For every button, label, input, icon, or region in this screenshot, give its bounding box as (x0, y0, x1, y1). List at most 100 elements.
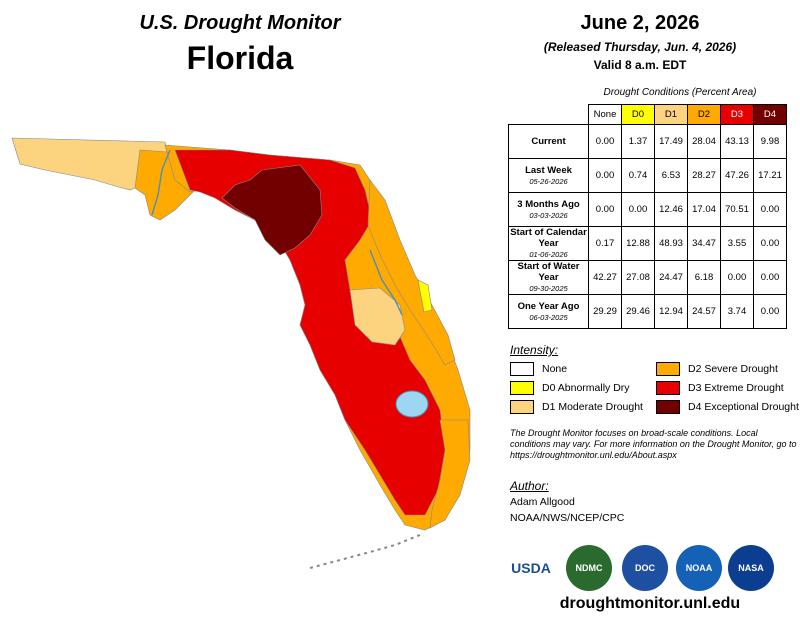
row-label-text: Current (531, 136, 566, 147)
table-header-row: None D0 D1 D2 D3 D4 (509, 104, 787, 125)
table-cell: 12.94 (654, 294, 688, 329)
row-date: 06-03-2025 (529, 312, 568, 322)
legend-item: None (510, 362, 567, 376)
row-label-text: Last Week (525, 164, 572, 176)
usda-logo: USDA (508, 545, 554, 591)
row-date: 09-30-2025 (529, 284, 568, 293)
south-d2-region (429, 419, 471, 529)
state-title: Florida (186, 40, 294, 76)
d4-exceptional-region (221, 164, 323, 256)
table-cell: 0.00 (753, 226, 787, 261)
release-date: (Released Thursday, Jun. 4, 2026) (543, 40, 737, 54)
table-cell: 0.74 (621, 158, 655, 193)
florida-drought-map (11, 137, 471, 569)
col-header: D0 (621, 104, 655, 125)
author-title: Author: (510, 479, 549, 493)
row-label: Current (508, 124, 589, 159)
row-label: 3 Months Ago 03-03-2026 (508, 192, 589, 227)
river (151, 149, 171, 216)
table-cell: 3.55 (720, 226, 754, 261)
table-cell: 0.00 (753, 294, 787, 329)
table-cell: 0.00 (588, 124, 622, 159)
legend-label: D2 Severe Drought (688, 363, 778, 375)
table-cell: 0.00 (720, 260, 754, 295)
col-header: D3 (720, 104, 754, 125)
info-note: The Drought Monitor focuses on broad-sca… (510, 428, 797, 460)
row-label: One Year Ago 06-03-2025 (508, 294, 589, 329)
legend-item: D2 Severe Drought (656, 362, 778, 376)
legend-label: D3 Extreme Drought (688, 382, 784, 394)
table-cell: 12.46 (654, 192, 688, 227)
noaa-logo: NOAA (676, 545, 722, 591)
table-cell: 0.17 (588, 226, 622, 261)
river (369, 249, 403, 316)
table-cell: 43.13 (720, 124, 754, 159)
legend-label: D0 Abnormally Dry (542, 382, 630, 394)
table-row: Start of Water Year 09-30-2025 42.27 27.08 2… (508, 260, 787, 295)
legend-item: D0 Abnormally Dry (510, 381, 630, 395)
table-cell: 6.53 (654, 158, 688, 193)
legend-swatch (510, 362, 534, 376)
row-label-text: Start of Water Year (517, 261, 580, 283)
table-cell: 9.98 (753, 124, 787, 159)
row-date: 03-03-2026 (529, 210, 568, 220)
conditions-title: Drought Conditions (Percent Area) (603, 87, 757, 98)
table-row: Start of Calendar Year 01-06-2026 0.17 12.8… (508, 226, 787, 261)
table-cell: 12.88 (621, 226, 655, 261)
table-cell: 47.26 (720, 158, 754, 193)
row-label: Start of Water Year 09-30-2025 (508, 260, 589, 295)
legend-swatch (510, 381, 534, 395)
legend-item: D4 Exceptional Drought (656, 400, 799, 414)
table-cell: 0.00 (753, 260, 787, 295)
legend-swatch (656, 381, 680, 395)
col-header: D1 (654, 104, 688, 125)
central-d1-region (349, 287, 406, 346)
legend-swatch (656, 362, 680, 376)
nasa-logo: NASA (728, 545, 774, 591)
row-label: Last Week 05-26-2026 (508, 158, 589, 193)
table-row: Last Week 05-26-2026 0.00 0.74 6.53 28.27 47.2… (508, 158, 787, 193)
table-cell: 17.04 (687, 192, 721, 227)
row-date: 05-26-2026 (529, 176, 568, 186)
florida-keys (309, 534, 421, 569)
col-header: D4 (753, 104, 787, 125)
conditions-table: None D0 D1 D2 D3 D4 Current 0.00 1.37 17.49… (508, 104, 787, 329)
table-cell: 29.46 (621, 294, 655, 329)
footer-url[interactable]: droughtmonitor.unl.edu (559, 595, 741, 612)
table-corner (509, 105, 589, 125)
row-label: Start of Calendar Year 01-06-2026 (508, 226, 589, 261)
table-cell: 48.93 (654, 226, 688, 261)
legend-label: D1 Moderate Drought (542, 401, 643, 413)
col-header: D2 (687, 104, 721, 125)
legend-label: None (542, 363, 568, 375)
author-org: NOAA/NWS/NCEP/CPC (510, 512, 625, 524)
table-cell: 28.04 (687, 124, 721, 159)
legend-swatch (656, 400, 680, 414)
table-cell: 0.00 (588, 192, 622, 227)
table-cell: 17.21 (753, 158, 787, 193)
table-cell: 0.00 (753, 192, 787, 227)
table-cell: 0.00 (621, 192, 655, 227)
map-date: June 2, 2026 (580, 12, 700, 34)
table-row: One Year Ago 06-03-2025 29.29 29.46 12.94 24.… (508, 294, 787, 329)
row-label-text: One Year Ago (517, 300, 580, 312)
table-cell: 24.47 (654, 260, 688, 295)
east-coast-d0-region (417, 279, 433, 313)
table-row: Current 0.00 1.37 17.49 28.04 43.13 9.98 (508, 124, 787, 159)
table-cell: 29.29 (588, 294, 622, 329)
table-row: 3 Months Ago 03-03-2026 0.00 0.00 12.46 17.04… (508, 192, 787, 227)
valid-time: Valid 8 a.m. EDT (593, 58, 687, 72)
legend-swatch (510, 400, 534, 414)
table-cell: 70.51 (720, 192, 754, 227)
table-cell: 27.08 (621, 260, 655, 295)
author-name: Adam Allgood (510, 496, 575, 508)
row-label-text: Start of Calendar Year (510, 227, 587, 249)
doc-logo: DOC (622, 545, 668, 591)
intensity-title: Intensity: (510, 343, 559, 357)
table-cell: 0.00 (588, 158, 622, 193)
table-cell: 1.37 (621, 124, 655, 159)
row-date: 01-06-2026 (529, 250, 568, 259)
table-cell: 6.18 (687, 260, 721, 295)
legend-label: D4 Exceptional Drought (688, 401, 799, 413)
col-header: None (588, 104, 622, 125)
